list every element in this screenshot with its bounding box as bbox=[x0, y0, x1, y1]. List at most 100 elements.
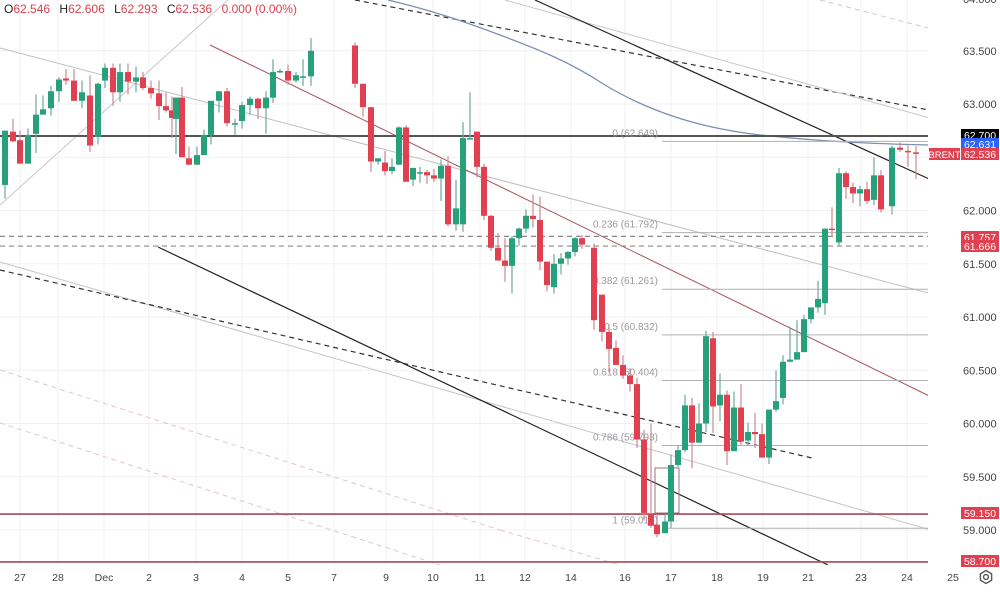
candle-body bbox=[864, 189, 870, 201]
candle-body bbox=[878, 175, 884, 210]
fib-level-label: 0.786 (59.793) bbox=[593, 433, 658, 444]
price-label-red bbox=[961, 240, 999, 252]
candle-body bbox=[467, 138, 473, 140]
candle-body bbox=[293, 75, 299, 81]
range-box bbox=[654, 467, 680, 514]
candle-body bbox=[857, 189, 863, 194]
candle-body bbox=[773, 401, 779, 410]
candle-body bbox=[808, 307, 814, 320]
trendline bbox=[0, 369, 501, 531]
candle-body bbox=[208, 100, 214, 135]
candle-body bbox=[125, 72, 131, 82]
fib-level-label: 0.236 (61.792) bbox=[593, 220, 658, 231]
candle-body bbox=[689, 405, 695, 443]
candle-body bbox=[544, 261, 550, 286]
candle-body bbox=[502, 260, 508, 266]
close-label: C bbox=[166, 2, 176, 16]
candle-body bbox=[745, 432, 751, 441]
candle-body bbox=[558, 258, 564, 264]
price-axis-background bbox=[928, 0, 1000, 589]
candle-body bbox=[216, 91, 222, 101]
candle-body bbox=[913, 152, 919, 154]
price-tick-label: 62.000 bbox=[963, 206, 997, 218]
candle-body bbox=[382, 162, 388, 172]
price-label-red bbox=[961, 555, 999, 567]
time-tick-label: 23 bbox=[855, 572, 867, 584]
candle-body bbox=[224, 91, 230, 124]
candle-body bbox=[696, 423, 702, 443]
candle-body bbox=[194, 155, 200, 165]
time-tick-label: 5 bbox=[285, 572, 291, 584]
candle-body bbox=[156, 93, 162, 107]
candle-body bbox=[25, 134, 31, 164]
candle-body bbox=[163, 106, 169, 111]
time-tick-label: 3 bbox=[193, 572, 199, 584]
candle-body bbox=[752, 432, 758, 435]
time-tick-label: 21 bbox=[802, 572, 814, 584]
price-axis[interactable]: 63.500 63.000 62.000 61.500 61.000 60.500 60.0… bbox=[928, 0, 1000, 589]
candle-body bbox=[606, 331, 612, 349]
candle-body bbox=[17, 140, 23, 164]
candle-body bbox=[572, 238, 578, 253]
fib-level-label: 0 (62.649) bbox=[612, 128, 658, 139]
trendline bbox=[504, 0, 956, 126]
candlesticks bbox=[2, 37, 919, 538]
candle-body bbox=[654, 524, 660, 535]
candle-body bbox=[905, 150, 911, 153]
candle-body bbox=[495, 247, 501, 261]
settings-gear-icon[interactable] bbox=[978, 569, 994, 585]
candle-body bbox=[620, 364, 626, 376]
candle-body bbox=[780, 361, 786, 398]
candle-body bbox=[641, 439, 647, 513]
time-tick-label: 9 bbox=[383, 572, 389, 584]
candle-body bbox=[308, 50, 314, 77]
candle-body bbox=[102, 67, 108, 81]
candle-body bbox=[627, 375, 633, 385]
candle-body bbox=[95, 83, 101, 138]
price-label-text: 61.666 bbox=[964, 241, 996, 253]
candle-body bbox=[787, 359, 793, 362]
candle-body bbox=[431, 175, 437, 179]
candle-body bbox=[375, 158, 381, 162]
candle-body bbox=[438, 165, 444, 179]
candle-body bbox=[579, 238, 585, 245]
candle-body bbox=[648, 514, 654, 526]
candle-body bbox=[63, 78, 69, 81]
candle-body bbox=[79, 92, 85, 101]
candle-body bbox=[488, 215, 494, 248]
candle-body bbox=[897, 147, 903, 150]
price-label-text: 59.150 bbox=[964, 508, 996, 520]
candle-body bbox=[794, 352, 800, 360]
symbol-tag bbox=[929, 148, 960, 160]
price-axis-labels: 62.70062.63162.536BRENT61.75761.66659.15… bbox=[928, 129, 999, 568]
price-tick-label: 61.500 bbox=[963, 259, 997, 271]
candle-body bbox=[731, 407, 737, 452]
trendline bbox=[0, 0, 229, 206]
candle-body bbox=[277, 70, 283, 73]
candle-body bbox=[173, 97, 179, 119]
candle-body bbox=[759, 434, 765, 458]
time-tick-label: 7 bbox=[331, 572, 337, 584]
change-value: 0.000 (0.00%) bbox=[221, 2, 297, 16]
time-tick-label: Dec bbox=[95, 572, 114, 584]
candle-body bbox=[10, 131, 16, 142]
low-value: 62.293 bbox=[120, 2, 158, 16]
price-label-red bbox=[961, 148, 999, 160]
price-tick-label: 61.000 bbox=[963, 312, 997, 324]
candle-body bbox=[48, 91, 54, 109]
trendline bbox=[0, 269, 813, 459]
time-tick-label: 27 bbox=[14, 572, 26, 584]
candle-body bbox=[285, 70, 291, 81]
candle-body bbox=[474, 131, 480, 167]
time-tick-label: 19 bbox=[757, 572, 769, 584]
time-tick-label: 28 bbox=[52, 572, 64, 584]
candle-body bbox=[352, 45, 358, 84]
candle-body bbox=[599, 294, 605, 332]
candle-body bbox=[717, 394, 723, 406]
price-tick-label: 59.500 bbox=[963, 472, 997, 484]
candle-body bbox=[537, 220, 543, 262]
time-axis[interactable]: 27 28 Dec 2 3 4 5 7 9 10 11 12 14 16 17 18 19 21 23 24 25 bbox=[0, 565, 959, 589]
candle-body bbox=[843, 173, 849, 188]
